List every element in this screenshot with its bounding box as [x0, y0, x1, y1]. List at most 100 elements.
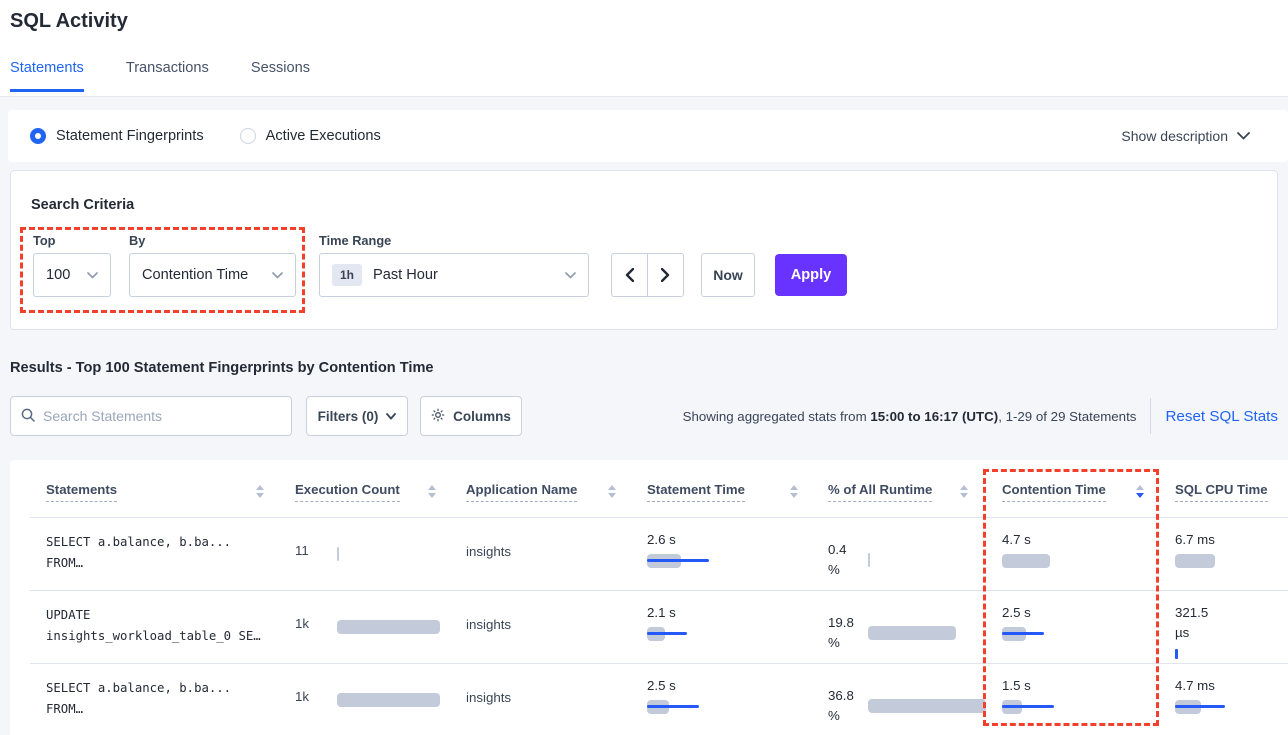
results-heading: Results - Top 100 Statement Fingerprints…	[10, 360, 434, 376]
show-description-toggle[interactable]: Show description	[1121, 128, 1250, 144]
now-button[interactable]: Now	[701, 253, 755, 297]
active-executions-label: Active Executions	[265, 128, 381, 144]
sql-cpu-time-bar	[1175, 647, 1288, 661]
columns-button-label: Columns	[453, 408, 511, 424]
toolbar-right: Showing aggregated stats from 15:00 to 1…	[683, 396, 1278, 436]
columns-button[interactable]: Columns	[420, 396, 522, 436]
sql-cpu-time-cell: 321.5 µs	[1175, 590, 1288, 663]
contention-time-bar	[1002, 627, 1132, 641]
gear-icon	[431, 408, 445, 425]
page-header: SQL Activity Statements Transactions Ses…	[0, 0, 1288, 97]
column-header-statement-time[interactable]: Statement Time	[647, 482, 745, 502]
chevron-down-icon	[565, 267, 576, 283]
time-range-value: Past Hour	[373, 267, 438, 283]
top-select-value: 100	[46, 267, 71, 283]
pct-runtime-bar	[868, 625, 998, 640]
statement-link[interactable]: SELECT a.balance, b.ba... FROM…	[46, 681, 232, 716]
time-range-select[interactable]: 1h Past Hour	[319, 253, 589, 297]
apply-button[interactable]: Apply	[775, 254, 847, 296]
row-divider	[30, 590, 1288, 591]
top-select[interactable]: 100	[33, 253, 111, 297]
execution-count-cell: 1k	[295, 663, 460, 735]
contention-time-cell: 2.5 s	[1002, 590, 1162, 663]
tab-statements[interactable]: Statements	[10, 60, 84, 92]
execution-count-bar	[337, 620, 467, 634]
sort-icon-execution-count[interactable]	[428, 485, 436, 498]
top-label: Top	[33, 233, 56, 248]
column-header-sql-cpu-time[interactable]: SQL CPU Time	[1175, 482, 1268, 502]
show-description-label: Show description	[1121, 128, 1228, 144]
search-statements-input[interactable]	[43, 408, 281, 424]
sql-cpu-time-cell: 6.7 ms	[1175, 517, 1288, 590]
statement-link[interactable]: UPDATE insights_workload_table_0 SE…	[46, 608, 261, 643]
statement-link[interactable]: SELECT a.balance, b.ba... FROM…	[46, 535, 232, 570]
chevron-down-icon	[87, 267, 98, 283]
statement-time-bar	[647, 700, 777, 714]
sql-cpu-time-cell: 4.7 ms	[1175, 663, 1288, 735]
tab-transactions[interactable]: Transactions	[125, 60, 209, 76]
pct-runtime-cell: 19.8 %	[828, 590, 998, 663]
column-header-application-name[interactable]: Application Name	[466, 482, 578, 502]
statement-time-bar	[647, 554, 777, 568]
row-divider	[30, 663, 1288, 664]
column-header-pct-runtime[interactable]: % of All Runtime	[828, 482, 933, 502]
tab-bar: Statements Transactions Sessions	[10, 60, 310, 92]
sort-icon-application-name[interactable]	[608, 485, 616, 498]
header-divider	[30, 517, 1288, 518]
statement-time-bar	[647, 627, 777, 641]
application-name-cell: insights	[466, 690, 512, 705]
application-name-cell: insights	[466, 544, 512, 559]
sql-cpu-time-bar	[1175, 554, 1288, 568]
search-statements-box	[10, 396, 292, 436]
execution-count-cell: 1k	[295, 590, 460, 663]
statement-time-cell: 2.5 s	[647, 663, 817, 735]
statement-time-cell: 2.6 s	[647, 517, 817, 590]
chevron-down-icon	[272, 267, 283, 283]
execution-count-bar	[337, 547, 467, 561]
pct-runtime-bar	[868, 698, 998, 713]
application-name-cell: insights	[466, 617, 512, 632]
statement-fingerprints-radio[interactable]	[30, 128, 46, 144]
contention-time-cell: 1.5 s	[1002, 663, 1162, 735]
column-header-contention-time[interactable]: Contention Time	[1002, 482, 1106, 502]
toolbar-divider	[1150, 398, 1152, 434]
previous-time-range-button[interactable]	[612, 254, 648, 296]
contention-time-bar	[1002, 700, 1132, 714]
search-criteria-heading: Search Criteria	[31, 197, 135, 213]
results-toolbar: Filters (0) Columns Showing aggregated s…	[10, 396, 1278, 436]
time-range-label: Time Range	[319, 233, 392, 248]
pct-runtime-cell: 0.4 %	[828, 517, 998, 590]
table-row: SELECT a.balance, b.ba... FROM… 11 insigh…	[10, 517, 1288, 590]
column-header-execution-count[interactable]: Execution Count	[295, 482, 400, 502]
page-title: SQL Activity	[10, 10, 128, 32]
view-toggle-bar: Statement Fingerprints Active Executions…	[8, 110, 1288, 162]
search-criteria-card: Search Criteria Top 100 By Contention Ti…	[10, 170, 1278, 330]
tab-sessions[interactable]: Sessions	[250, 60, 311, 76]
chevron-down-icon	[386, 412, 397, 420]
sort-icon-statement-time[interactable]	[790, 485, 798, 498]
sql-cpu-time-bar	[1175, 700, 1288, 714]
column-header-statements[interactable]: Statements	[46, 482, 118, 502]
sort-icon-statements[interactable]	[256, 485, 264, 498]
pct-runtime-cell: 36.8 %	[828, 663, 998, 735]
contention-time-bar	[1002, 554, 1132, 568]
chevron-down-icon	[1237, 132, 1250, 140]
table-row: UPDATE insights_workload_table_0 SE… 1k i…	[10, 590, 1288, 663]
next-time-range-button[interactable]	[648, 254, 684, 296]
active-executions-radio[interactable]	[239, 128, 256, 144]
by-select[interactable]: Contention Time	[129, 253, 296, 297]
sort-icon-contention-time[interactable]	[1136, 485, 1144, 498]
statement-time-cell: 2.1 s	[647, 590, 817, 663]
statements-table: Statements Execution Count Application N…	[10, 460, 1288, 735]
search-icon	[21, 408, 35, 425]
reset-sql-stats-link[interactable]: Reset SQL Stats	[1165, 407, 1278, 425]
filters-button-label: Filters (0)	[317, 408, 379, 424]
by-select-value: Contention Time	[142, 267, 249, 283]
execution-count-cell: 11	[295, 517, 460, 590]
pct-runtime-bar	[868, 552, 998, 567]
execution-count-bar	[337, 693, 467, 707]
filters-button[interactable]: Filters (0)	[306, 396, 408, 436]
sort-icon-pct-runtime[interactable]	[960, 485, 968, 498]
statement-fingerprints-label: Statement Fingerprints	[56, 128, 204, 144]
